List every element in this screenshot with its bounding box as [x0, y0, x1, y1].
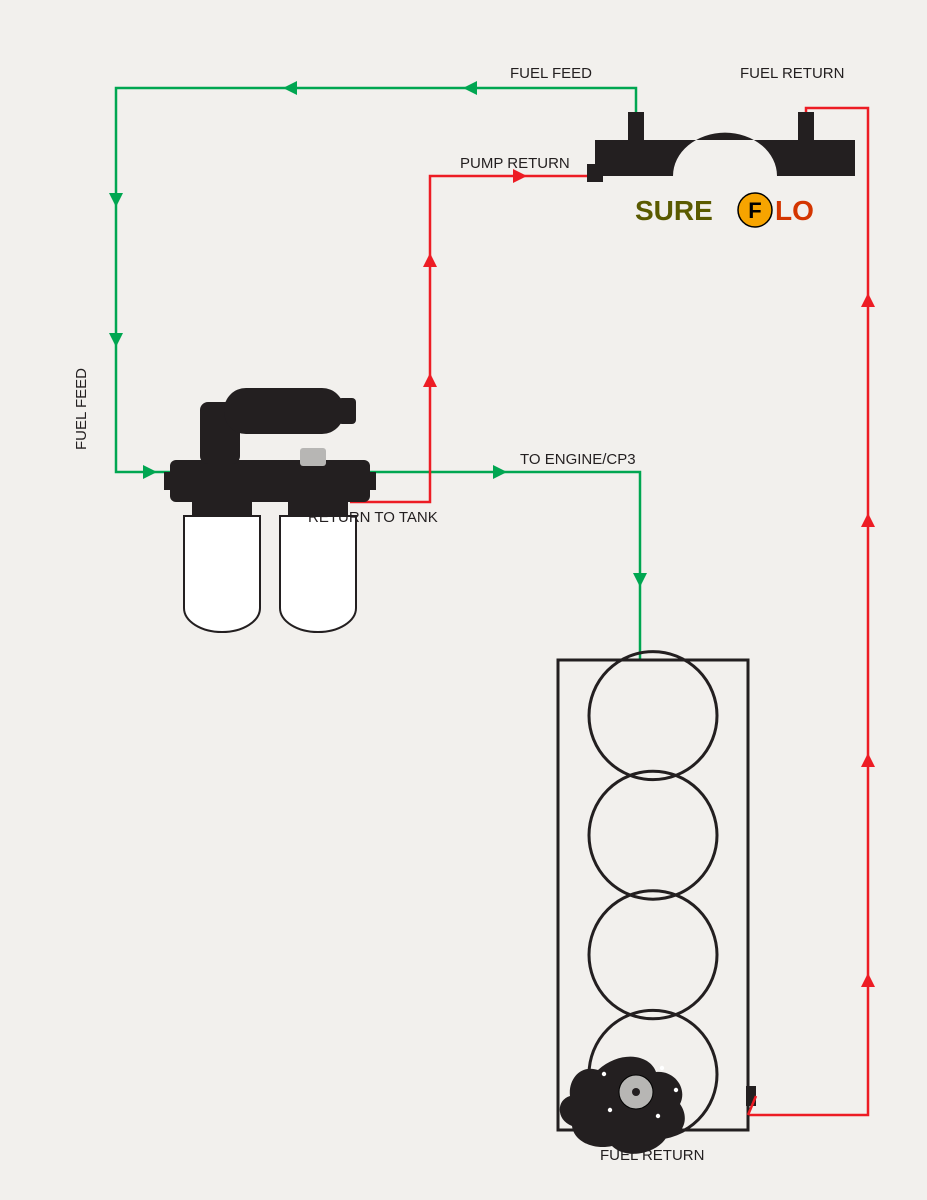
svg-text:F: F: [748, 198, 761, 223]
svg-text:LO: LO: [775, 195, 814, 226]
svg-text:SURE: SURE: [635, 195, 713, 226]
label-pump-return: PUMP RETURN: [460, 155, 570, 172]
label-to-engine: TO ENGINE/CP3: [520, 451, 636, 468]
label-fuel-return-bottom: FUEL RETURN: [600, 1147, 704, 1164]
label-fuel-feed-top: FUEL FEED: [510, 65, 592, 82]
label-return-to-tank: RETURN TO TANK: [308, 509, 438, 526]
label-fuel-feed-side: FUEL FEED: [73, 368, 90, 450]
label-fuel-return-top: FUEL RETURN: [740, 65, 844, 82]
